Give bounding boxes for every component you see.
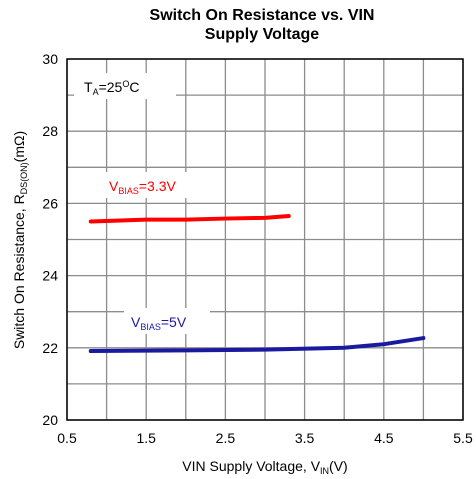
y-tick-label: 22 [42, 340, 58, 356]
y-tick-label: 28 [42, 123, 58, 139]
x-axis-label-part: (V) [329, 458, 348, 474]
chart-title: Supply Voltage [205, 26, 319, 43]
x-tick-label: 3.5 [295, 430, 315, 446]
annotation-part: BIAS [140, 322, 161, 332]
y-axis-label: Switch On Resistance, RDS(ON)(mΩ) [11, 131, 29, 349]
x-tick-label: 5.5 [453, 430, 473, 446]
y-tick-label: 20 [42, 412, 58, 428]
series-line [88, 336, 426, 354]
series-line [88, 214, 291, 224]
chart-title: Switch On Resistance vs. VIN [150, 7, 375, 24]
annotation: VBIAS=5V [131, 314, 187, 332]
annotation-part: V [131, 314, 141, 330]
x-tick-label: 0.5 [57, 430, 77, 446]
annotation-part: =25 [99, 79, 123, 95]
y-axis-label-part: (mΩ) [11, 131, 27, 162]
annotation-part: A [93, 87, 99, 97]
annotation: TA=25OC [84, 79, 139, 97]
y-axis-label-sub: DS(ON) [19, 162, 29, 194]
annotation-part: C [129, 79, 139, 95]
annotation-box [104, 172, 196, 198]
annotation-part: O [122, 79, 129, 89]
annotation: VBIAS=3.3V [109, 178, 176, 196]
annotation-box [124, 308, 210, 334]
plot-frame [66, 58, 464, 421]
x-tick-label: 4.5 [374, 430, 394, 446]
annotation-part: =5V [161, 314, 187, 330]
annotation-part: V [109, 178, 119, 194]
annotation-part: BIAS [118, 186, 139, 196]
annotation-part: T [84, 79, 93, 95]
y-tick-label: 24 [42, 268, 58, 284]
x-axis-label: VIN Supply Voltage, VIN(V) [182, 458, 347, 476]
y-tick-label: 30 [42, 51, 58, 67]
plot-area [66, 58, 464, 421]
x-axis-label-part: VIN Supply Voltage, V [182, 458, 320, 474]
x-axis-label-sub: IN [320, 466, 329, 476]
x-tick-label: 1.5 [136, 430, 156, 446]
y-axis-label-part: Switch On Resistance, R [11, 194, 27, 349]
annotation-part: =3.3V [139, 178, 177, 194]
y-tick-label: 26 [42, 195, 58, 211]
annotation-box [74, 73, 176, 99]
x-tick-label: 2.5 [216, 430, 236, 446]
